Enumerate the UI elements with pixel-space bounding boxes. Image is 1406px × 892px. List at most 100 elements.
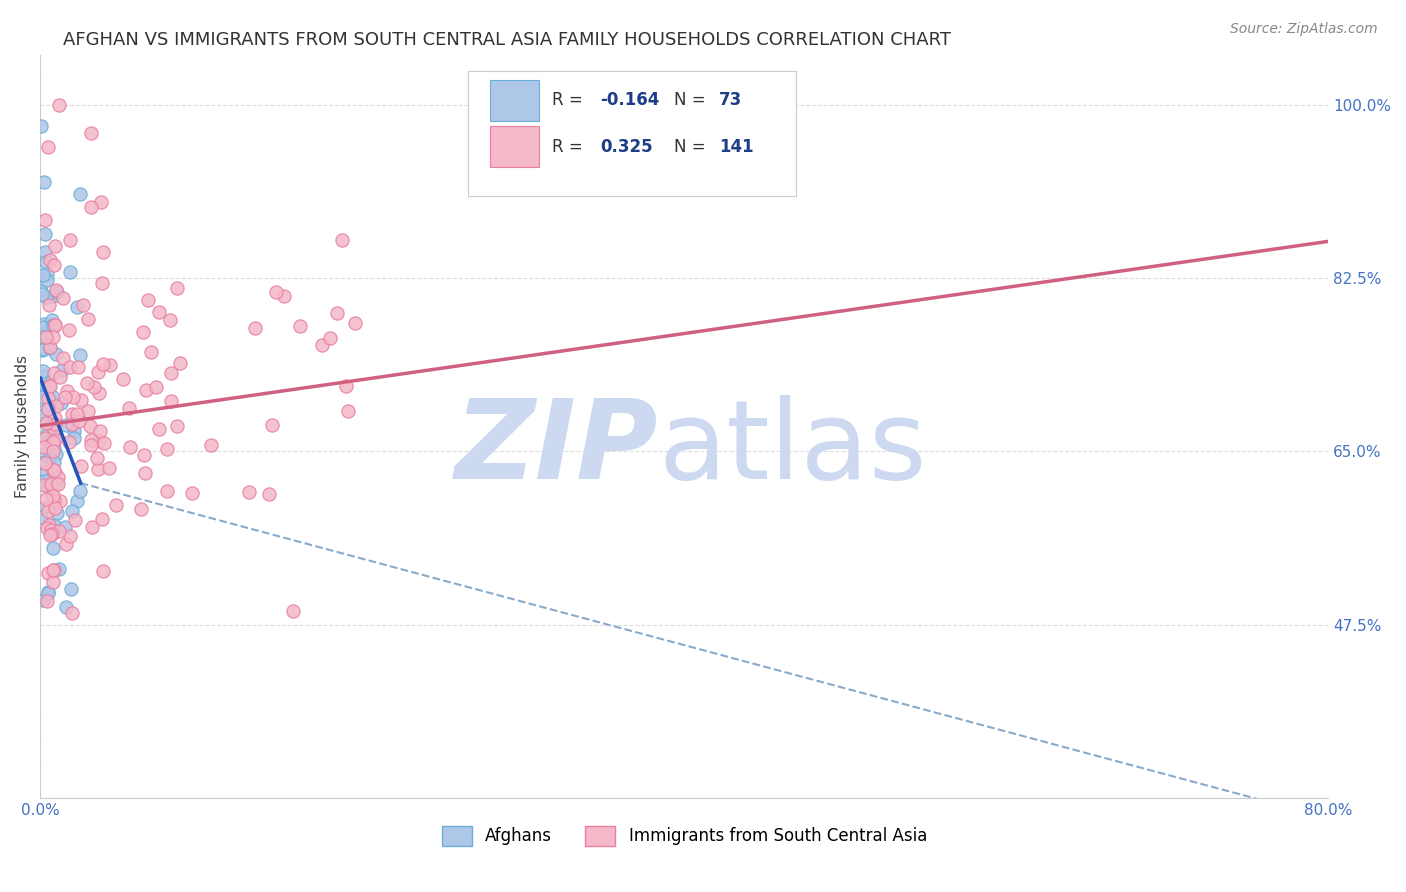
Point <box>37 504 59 518</box>
Point <box>42 330 65 344</box>
Point <box>259 487 281 501</box>
Text: ZIP: ZIP <box>456 395 658 502</box>
Point <box>53 390 76 404</box>
Point <box>90 195 112 210</box>
Point <box>46 477 69 491</box>
Point <box>129 502 152 516</box>
Point <box>32 175 55 189</box>
Point <box>58 434 80 449</box>
Point <box>111 372 134 386</box>
Point <box>38 518 60 533</box>
Point <box>32 326 55 340</box>
Point <box>48 524 70 538</box>
Point <box>60 504 83 518</box>
Point <box>77 312 100 326</box>
Point <box>35 254 58 268</box>
Point <box>32 343 55 357</box>
Text: N =: N = <box>673 92 711 110</box>
Point <box>118 440 141 454</box>
Point <box>35 465 58 479</box>
Point <box>181 486 204 500</box>
Point <box>32 408 55 422</box>
Point <box>91 357 114 371</box>
Point <box>159 313 181 327</box>
Point <box>35 376 58 391</box>
Point <box>89 424 111 438</box>
Point <box>86 365 108 379</box>
Text: R =: R = <box>551 137 588 155</box>
Point <box>69 484 91 499</box>
Point <box>49 370 72 384</box>
Point <box>41 487 63 501</box>
Legend: Afghans, Immigrants from South Central Asia: Afghans, Immigrants from South Central A… <box>441 826 927 846</box>
Point <box>72 298 94 312</box>
Point <box>35 521 58 535</box>
Point <box>37 402 59 417</box>
Point <box>80 200 103 214</box>
Point <box>34 320 56 334</box>
Point <box>70 458 93 473</box>
Point <box>42 574 65 589</box>
Point <box>30 456 52 470</box>
Point <box>60 606 83 620</box>
Point <box>80 438 103 452</box>
Point <box>42 318 65 332</box>
Point <box>35 426 58 441</box>
Point <box>32 440 55 454</box>
Point <box>42 435 65 450</box>
Point <box>97 461 120 475</box>
Point <box>166 419 188 434</box>
Point <box>67 360 90 375</box>
Point <box>139 344 162 359</box>
Point <box>34 431 56 445</box>
Point <box>262 417 284 432</box>
Text: N =: N = <box>673 137 711 155</box>
Point <box>34 245 56 260</box>
Point <box>34 227 56 241</box>
Point <box>31 343 53 357</box>
Point <box>34 477 56 491</box>
Point <box>35 491 58 506</box>
Point <box>37 584 59 599</box>
Point <box>42 563 65 577</box>
Text: R =: R = <box>551 92 588 110</box>
Point <box>55 417 77 432</box>
Text: 0.325: 0.325 <box>600 137 654 155</box>
Point <box>37 434 59 449</box>
Point <box>35 289 58 303</box>
Point <box>44 318 66 333</box>
FancyBboxPatch shape <box>468 71 796 196</box>
Point <box>166 281 188 295</box>
Point <box>86 450 108 465</box>
Point <box>66 494 89 508</box>
Text: 73: 73 <box>718 92 742 110</box>
Point <box>34 368 56 383</box>
Point <box>37 267 59 281</box>
Point <box>37 586 59 600</box>
Point <box>46 470 69 484</box>
Point <box>60 407 83 421</box>
Point <box>41 489 63 503</box>
Point <box>51 363 73 377</box>
Point <box>39 477 62 491</box>
Point <box>34 474 56 488</box>
Point <box>42 424 65 438</box>
Point <box>132 325 155 339</box>
Point <box>31 447 53 461</box>
Point <box>45 475 67 490</box>
Point <box>42 563 65 577</box>
Point <box>273 289 295 303</box>
Point <box>38 379 60 393</box>
Point <box>80 520 103 534</box>
Point <box>41 289 63 303</box>
Point <box>44 366 66 380</box>
Point <box>37 399 59 413</box>
Point <box>160 367 183 381</box>
Point <box>98 359 121 373</box>
Point <box>66 300 89 314</box>
Point <box>32 268 55 283</box>
Point <box>42 492 65 507</box>
Point <box>39 253 62 268</box>
Point <box>31 330 53 344</box>
Point <box>87 434 110 449</box>
